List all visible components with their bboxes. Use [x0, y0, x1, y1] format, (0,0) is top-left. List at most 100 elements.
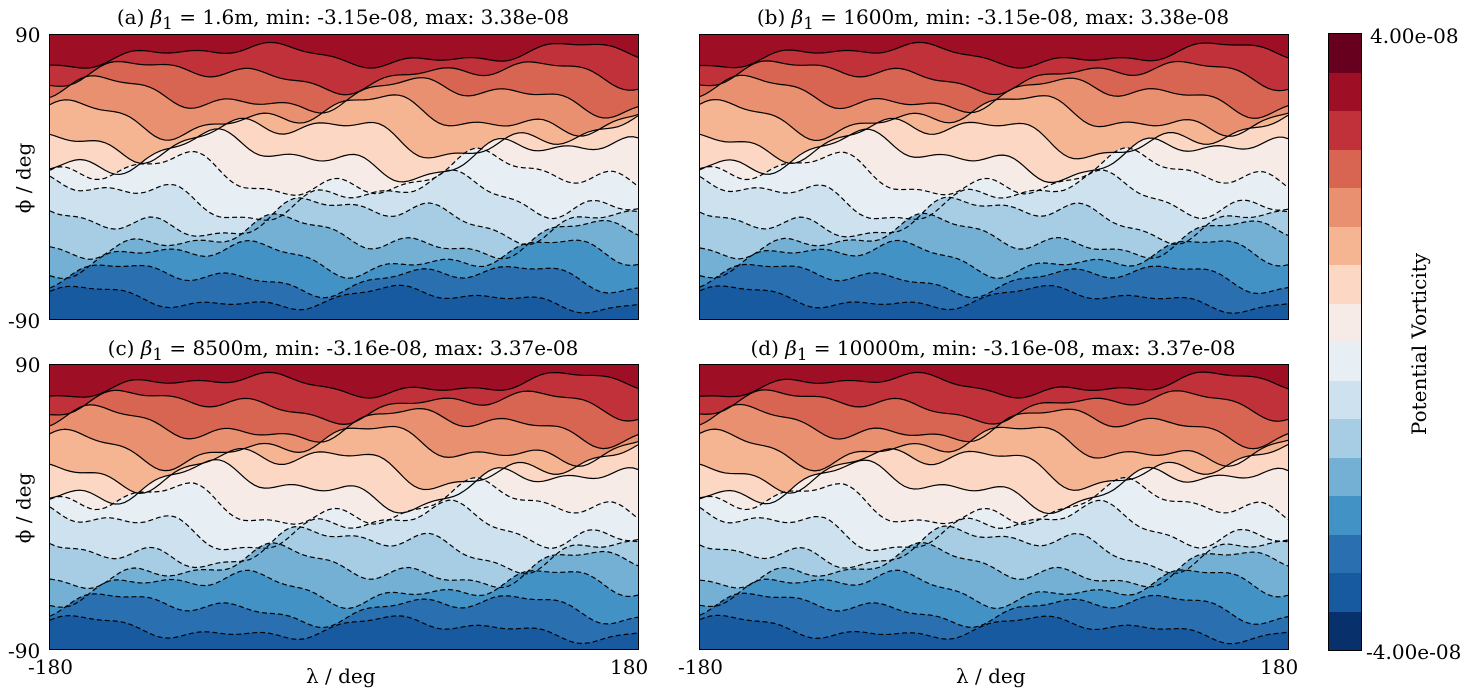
- equals-sign: =: [813, 5, 844, 29]
- pv-contour-line: [700, 169, 1288, 220]
- panel-a-prefix: (a): [116, 5, 151, 29]
- pv-contour-line: [50, 169, 638, 221]
- pv-contour-line: [50, 542, 638, 590]
- pv-contour-line: [700, 459, 1288, 515]
- beta-symbol: β: [140, 336, 153, 360]
- equals-sign: =: [163, 336, 193, 360]
- pv-contour-line: [700, 389, 1288, 425]
- beta-subscript: 1: [162, 14, 173, 33]
- pv-contour-line: [50, 115, 638, 164]
- pv-contour-line: [700, 263, 1288, 299]
- panel-d-beta: 10000m: [836, 336, 920, 360]
- pv-contour-line: [700, 196, 1288, 245]
- pv-contour-line: [50, 569, 638, 609]
- pv-contour-line: [50, 526, 638, 575]
- panel-c-min: -3.16e-08: [326, 336, 422, 360]
- pv-contour-line: [700, 212, 1288, 260]
- max-label: , max:: [421, 336, 490, 360]
- equals-sign: =: [172, 5, 203, 29]
- pv-contour-line: [700, 114, 1288, 164]
- pv-contour-line: [50, 477, 638, 525]
- panel-a-title: (a) β1 = 1.6m, min: -3.15e-08, max: 3.38…: [48, 5, 638, 33]
- panel-b-title: (b) β1 = 1600m, min: -3.15e-08, max: 3.3…: [698, 5, 1288, 33]
- colorbar-segment: [1329, 188, 1361, 227]
- panel-b-contour-field: [700, 35, 1288, 319]
- pv-contour-line: [700, 371, 1288, 399]
- x-tick-left-c: -180: [28, 655, 73, 679]
- colorbar-segment: [1329, 265, 1361, 304]
- colorbar-top-label: 4.00e-08: [1370, 24, 1459, 48]
- panel-a-min: -3.15e-08: [317, 5, 413, 29]
- max-label: , max:: [1072, 5, 1141, 29]
- pv-contour-line: [700, 284, 1288, 314]
- pv-band: [700, 285, 1288, 319]
- beta-subscript: 1: [152, 345, 163, 364]
- panel-b-beta: 1600m: [843, 5, 914, 29]
- pv-contour-line: [700, 477, 1288, 525]
- pv-contour-line: [50, 197, 638, 246]
- x-axis-label-left: λ / deg: [306, 664, 376, 688]
- pv-contour-line: [50, 147, 638, 196]
- pv-contour-line: [50, 41, 638, 69]
- colorbar: [1328, 33, 1362, 651]
- y-tick-top-a: 90: [15, 23, 41, 47]
- panel-d-title: (d) β1 = 10000m, min: -3.16e-08, max: 3.…: [698, 336, 1288, 364]
- panel-b-prefix: (b): [756, 5, 792, 29]
- panel-d-min: -3.16e-08: [983, 336, 1079, 360]
- panel-d-prefix: (d): [750, 336, 786, 360]
- x-tick-right-d: 180: [1260, 655, 1299, 679]
- colorbar-segment: [1329, 34, 1361, 73]
- colorbar-segment: [1329, 342, 1361, 381]
- pv-contour-line: [700, 614, 1288, 645]
- panel-b-min: -3.15e-08: [977, 5, 1073, 29]
- y-tick-top-c: 90: [15, 353, 41, 377]
- y-tick-bottom-c: -90: [8, 639, 41, 663]
- x-tick-right-c: 180: [610, 655, 649, 679]
- panel-c-prefix: (c): [107, 336, 141, 360]
- pv-contour-line: [700, 239, 1288, 279]
- pv-contour-line: [50, 459, 638, 514]
- panel-a-max: 3.38e-08: [480, 5, 570, 29]
- min-label: , min:: [913, 5, 978, 29]
- max-label: , max:: [412, 5, 481, 29]
- y-axis-label-top: ϕ / deg: [11, 142, 36, 214]
- panel-c-title: (c) β1 = 8500m, min: -3.16e-08, max: 3.3…: [48, 336, 638, 364]
- colorbar-title: Potential Vorticity: [1407, 252, 1432, 436]
- panel-c-plot: [49, 364, 639, 650]
- pv-contour-line: [50, 404, 638, 450]
- equals-sign: =: [807, 336, 837, 360]
- pv-contour-line: [50, 239, 638, 279]
- pv-contour-line: [50, 389, 638, 425]
- min-label: , min:: [919, 336, 984, 360]
- x-tick-left-d: -180: [678, 655, 723, 679]
- pv-contour-line: [700, 426, 1288, 472]
- colorbar-segment: [1329, 226, 1361, 265]
- pv-contour-line: [50, 615, 638, 645]
- panel-c-contour-field: [50, 365, 638, 649]
- pv-contour-line: [50, 499, 638, 551]
- panel-d-plot: [699, 364, 1289, 650]
- pv-contour-line: [50, 593, 638, 629]
- panel-d-max: 3.37e-08: [1146, 336, 1236, 360]
- panel-b-plot: [699, 34, 1289, 320]
- pv-contour-line: [700, 525, 1288, 574]
- pv-contour-line: [50, 264, 638, 299]
- pv-contour-line: [700, 403, 1288, 450]
- colorbar-segment: [1329, 303, 1361, 342]
- colorbar-segment: [1329, 380, 1361, 419]
- panel-a-contour-field: [50, 35, 638, 319]
- colorbar-segment: [1329, 611, 1361, 650]
- pv-contour-line: [50, 425, 638, 472]
- pv-contour-line: [700, 542, 1288, 589]
- pv-contour-line: [700, 499, 1288, 552]
- pv-contour-line: [50, 284, 638, 314]
- panel-b-max: 3.38e-08: [1140, 5, 1230, 29]
- pv-contour-line: [50, 60, 638, 96]
- panel-a-plot: [49, 34, 639, 320]
- colorbar-segment: [1329, 419, 1361, 458]
- beta-subscript: 1: [796, 345, 808, 364]
- panel-a-beta: 1.6m: [202, 5, 254, 29]
- colorbar-segment: [1329, 111, 1361, 150]
- min-label: , min:: [253, 5, 318, 29]
- pv-contour-line: [700, 147, 1288, 196]
